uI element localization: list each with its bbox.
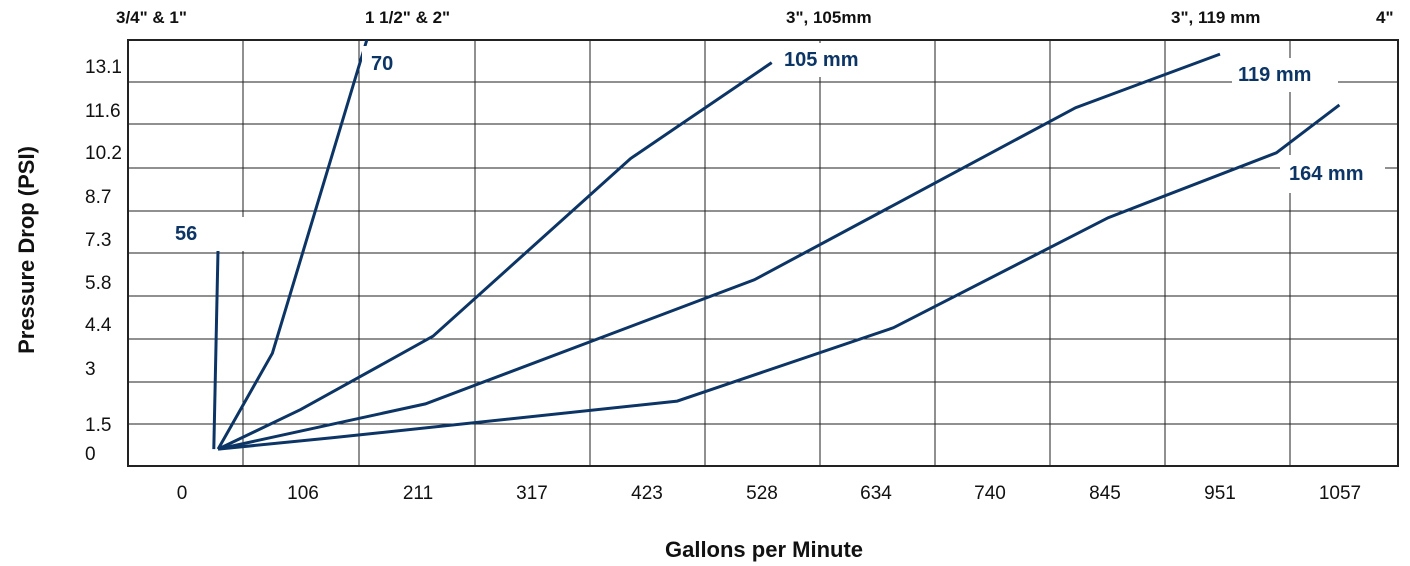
series-line-164-mm — [217, 103, 1341, 451]
y-tick-label: 8.7 — [85, 187, 111, 208]
y-tick-label: 7.3 — [85, 230, 111, 251]
series-line-119-mm — [217, 52, 1221, 451]
series-label-164mm: 164 mm — [1289, 163, 1364, 185]
size-label-3-105mm: 3", 105mm — [786, 8, 872, 27]
y-tick-label: 5.8 — [85, 273, 111, 294]
plot-frame — [127, 39, 1399, 467]
x-tick-label: 0 — [177, 483, 188, 504]
x-tick-label: 106 — [287, 483, 319, 504]
x-axis-ticks: 0 106 211 317 423 528 634 740 845 951 1057 — [177, 483, 1361, 504]
x-tick-label: 951 — [1204, 483, 1236, 504]
label-bg-119mm — [1232, 58, 1338, 92]
label-bg-164mm — [1280, 155, 1385, 193]
series-line-105-mm — [217, 61, 773, 451]
y-axis-title: Pressure Drop (PSI) — [14, 146, 39, 354]
label-bg-70 — [362, 46, 408, 80]
y-tick-label: 13.1 — [85, 57, 122, 78]
y-tick-label: 10.2 — [85, 143, 122, 164]
grid — [128, 40, 1398, 466]
x-tick-label: 634 — [860, 483, 892, 504]
y-tick-label: 4.4 — [85, 315, 112, 336]
series-label-70: 70 — [371, 53, 393, 75]
size-label-3-4-and-1: 3/4" & 1" — [116, 8, 187, 27]
series-label-119mm: 119 mm — [1238, 64, 1311, 86]
x-tick-label: 317 — [516, 483, 548, 504]
label-bg-56 — [168, 217, 254, 251]
y-tick-label: 11.6 — [85, 101, 121, 122]
series-labels: 56 70 105 mm 119 mm 164 mm — [175, 49, 1364, 245]
x-tick-label: 845 — [1089, 483, 1121, 504]
series-line-56 — [212, 245, 220, 450]
series-label-105mm: 105 mm — [784, 49, 859, 71]
y-tick-label: 1.5 — [85, 415, 111, 436]
series-lines — [212, 39, 1341, 451]
pipe-size-labels: 3/4" & 1" 1 1/2" & 2" 3", 105mm 3", 119 … — [116, 8, 1394, 27]
size-label-3-119mm: 3", 119 mm — [1171, 8, 1260, 27]
size-label-1-1-2-and-2: 1 1/2" & 2" — [365, 8, 450, 27]
x-axis-title: Gallons per Minute — [665, 537, 863, 562]
y-tick-label: 0 — [85, 444, 96, 465]
series-label-backgrounds — [168, 43, 1385, 251]
label-bg-105mm — [778, 43, 882, 77]
x-tick-label: 423 — [631, 483, 663, 504]
y-tick-label: 3 — [85, 359, 96, 380]
x-tick-label: 740 — [974, 483, 1006, 504]
y-axis-ticks: 0 1.5 3 4.4 5.8 7.3 8.7 10.2 11.6 13.1 — [85, 57, 122, 465]
x-tick-label: 211 — [403, 483, 433, 504]
series-line-70 — [216, 39, 369, 450]
x-tick-label: 528 — [746, 483, 778, 504]
size-label-4: 4" — [1376, 8, 1394, 27]
series-label-56: 56 — [175, 223, 197, 245]
x-tick-label: 1057 — [1319, 483, 1361, 504]
